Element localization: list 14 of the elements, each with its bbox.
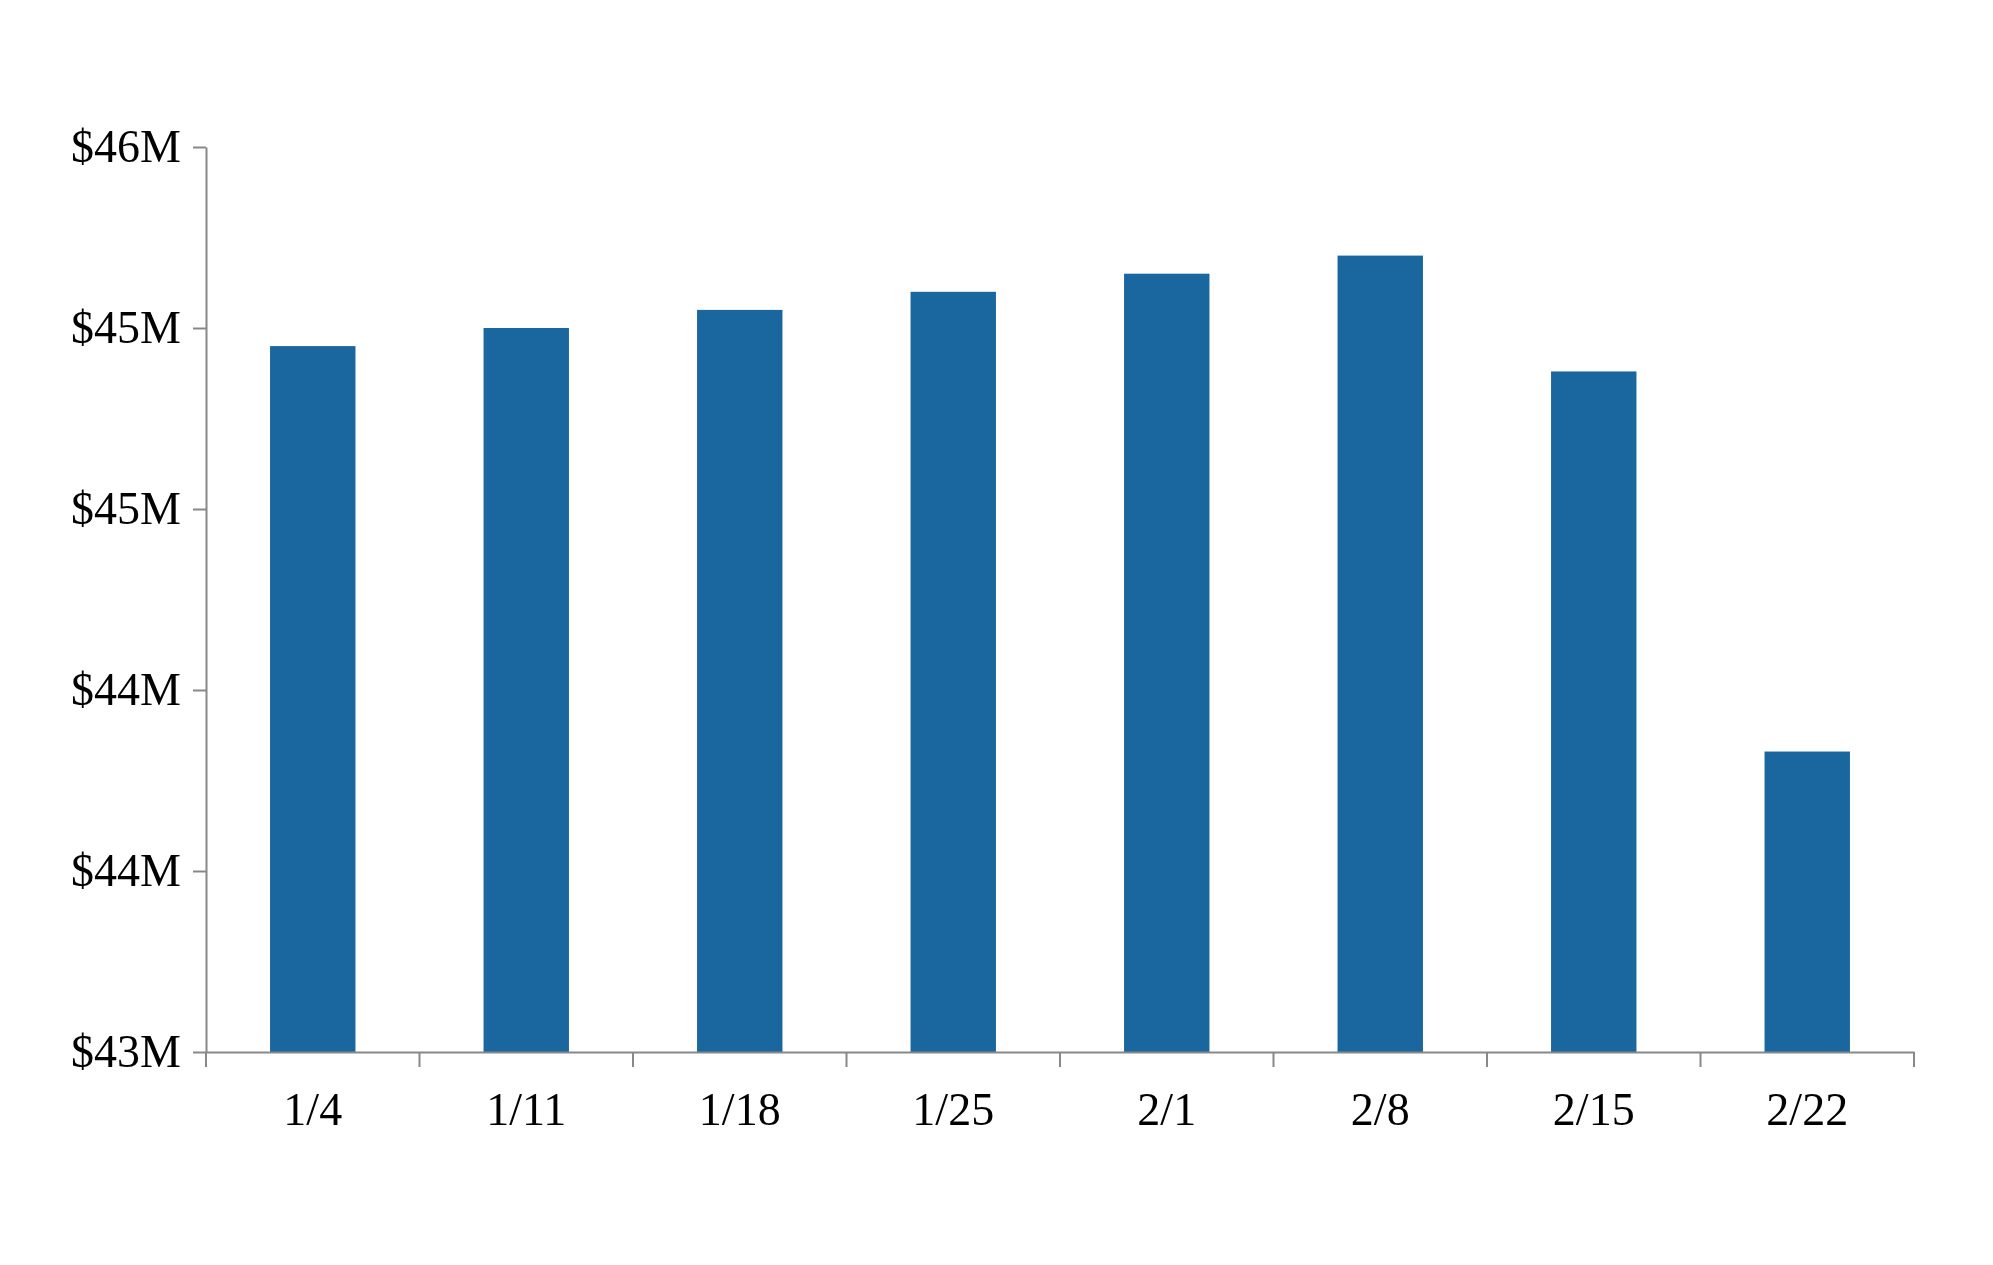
y-tick-label: $44M bbox=[71, 664, 181, 716]
x-tick-label: 1/11 bbox=[486, 1083, 567, 1135]
y-tick-label: $45M bbox=[71, 302, 181, 354]
x-tick-label: 1/18 bbox=[698, 1083, 781, 1135]
x-tick-label: 1/25 bbox=[912, 1083, 995, 1135]
y-tick-label: $44M bbox=[71, 845, 181, 897]
y-tick-label: $46M bbox=[71, 121, 181, 173]
x-tick-label: 2/8 bbox=[1350, 1083, 1410, 1135]
x-tick-label: 2/1 bbox=[1137, 1083, 1197, 1135]
x-tick-label: 1/4 bbox=[283, 1083, 343, 1135]
y-tick-label: $43M bbox=[71, 1026, 181, 1078]
x-tick-label: 2/22 bbox=[1766, 1083, 1849, 1135]
y-tick-label: $45M bbox=[71, 483, 181, 535]
x-tick-label: 2/15 bbox=[1552, 1083, 1635, 1135]
